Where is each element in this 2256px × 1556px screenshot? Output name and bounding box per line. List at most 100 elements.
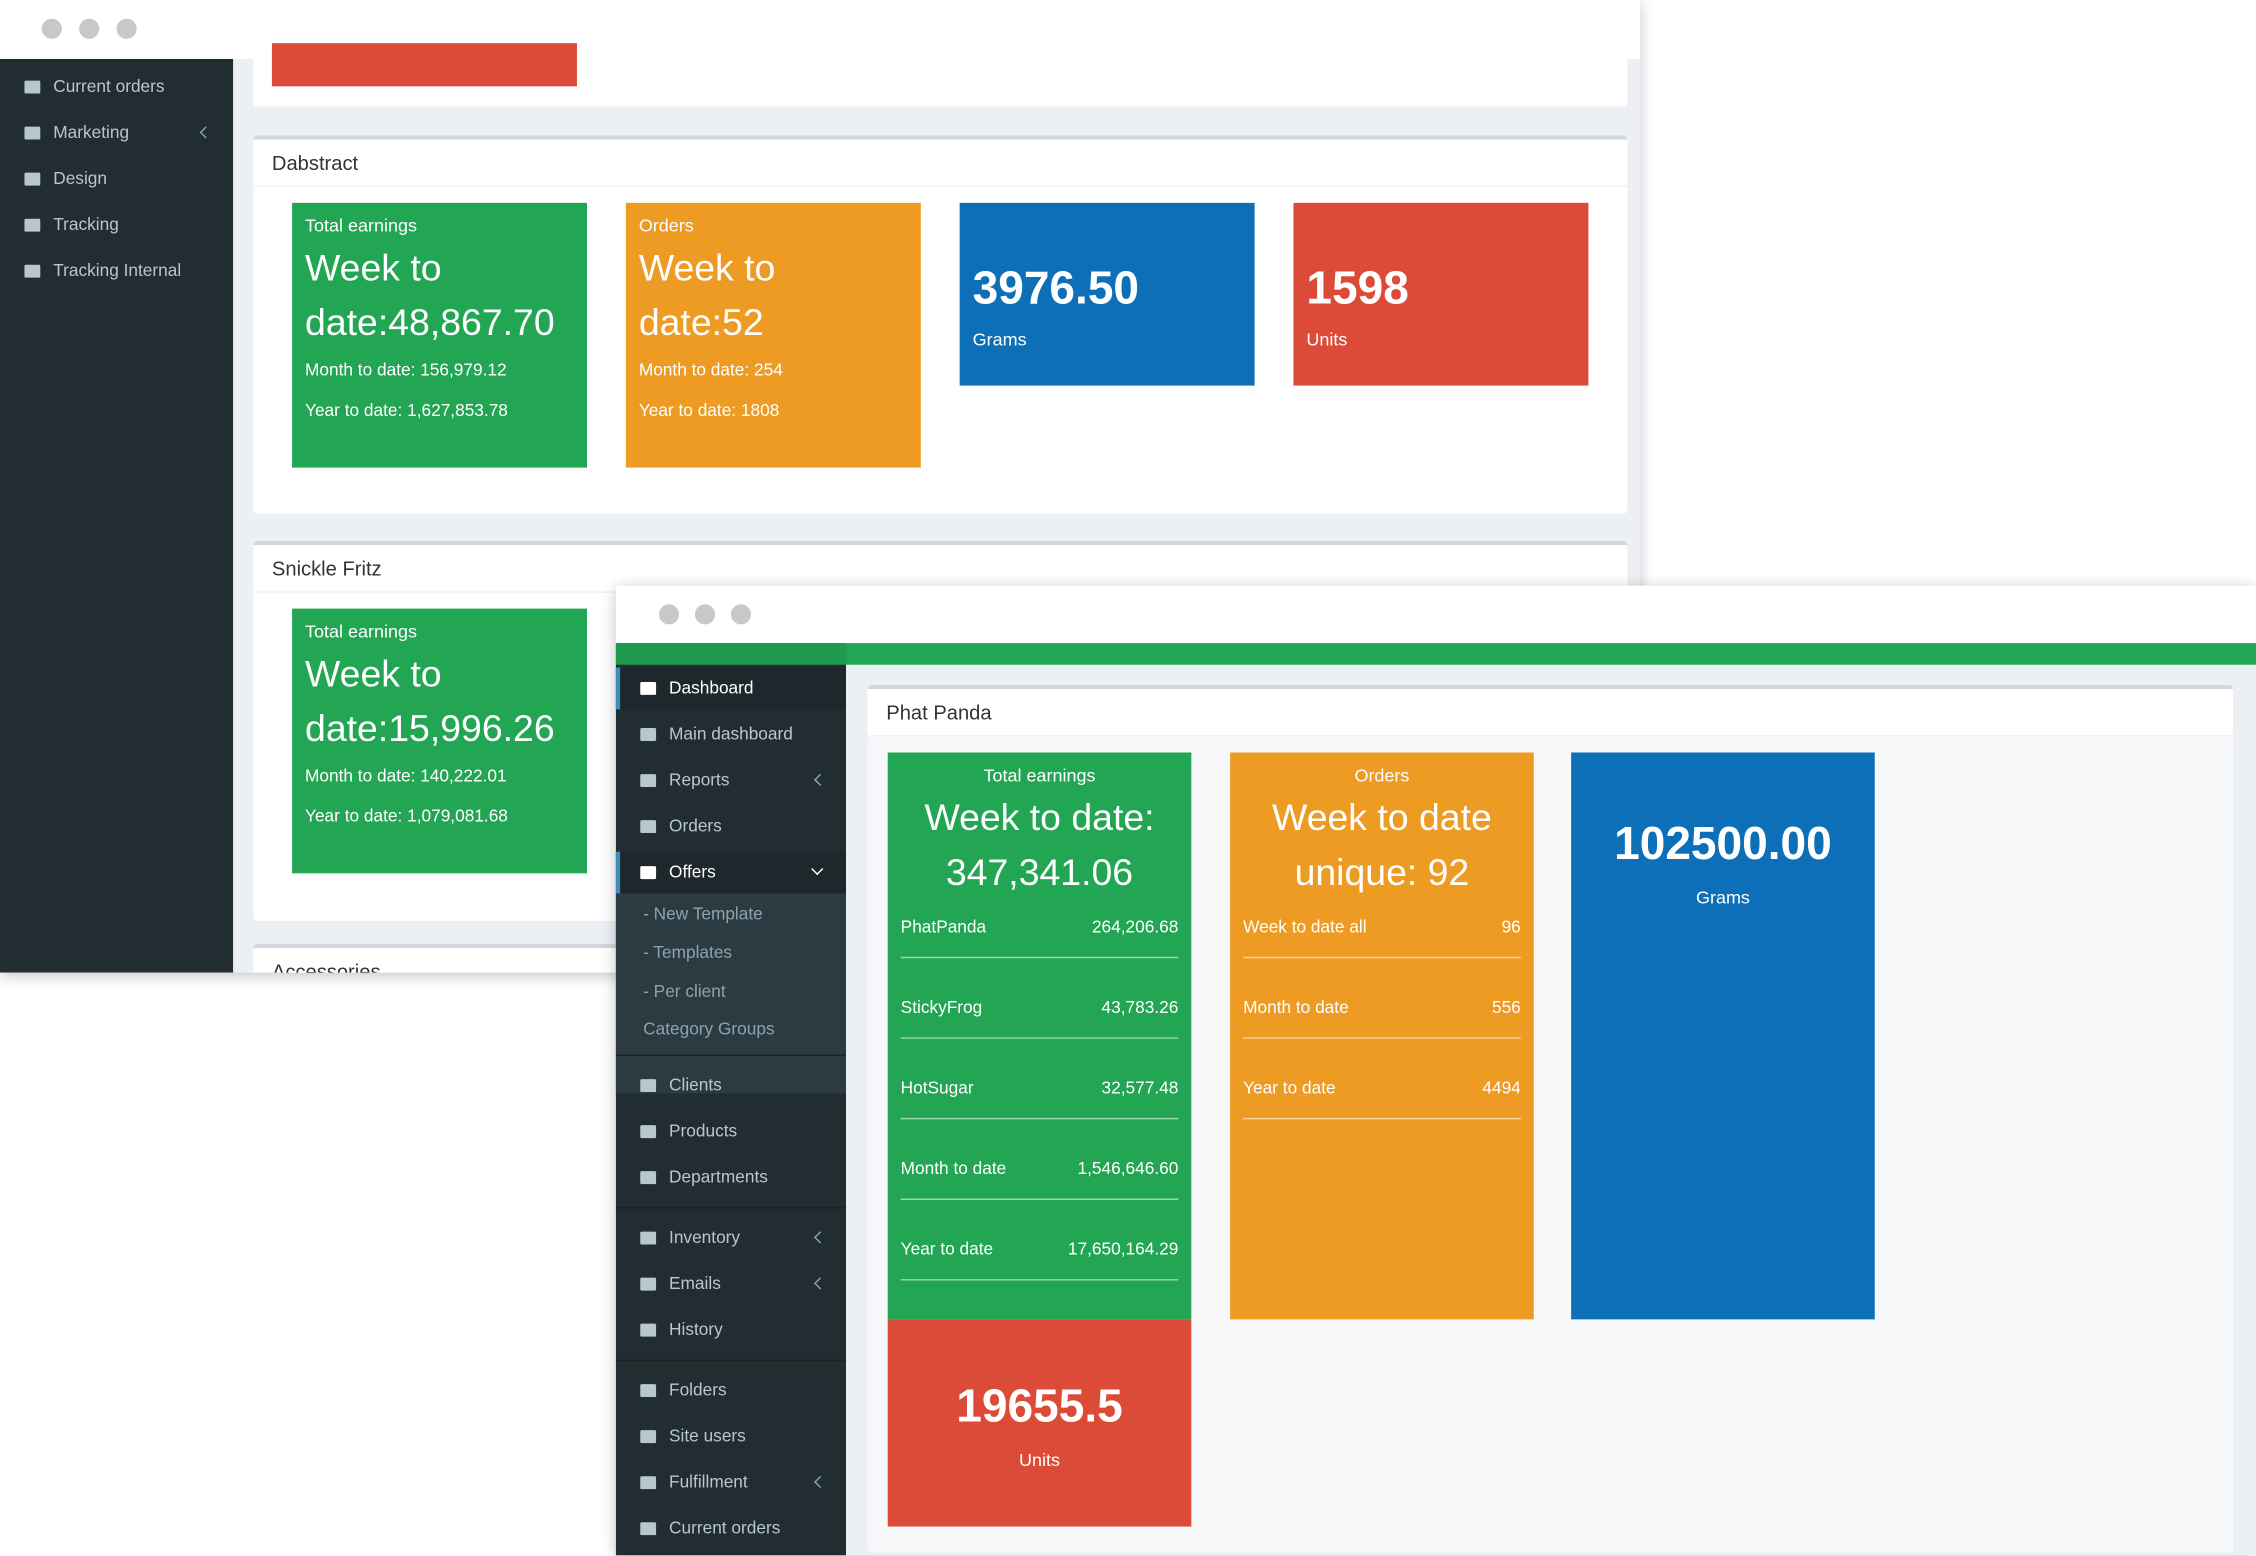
stat-tile: 1598 Units: [1293, 202, 1589, 386]
menu-icon: [640, 1079, 657, 1093]
row-value: 17,650,164.29: [1067, 1238, 1179, 1259]
tile-main: Week to date: 347,341.06: [924, 795, 1155, 894]
row-name: Week to date all: [1243, 916, 1367, 937]
menu-item[interactable]: Inventory: [669, 1227, 741, 1248]
menu-item[interactable]: Fulfillment: [669, 1471, 748, 1493]
section-title: Accessories: [253, 948, 1627, 973]
row-name: HotSugar: [900, 1077, 974, 1098]
menu-item[interactable]: Reports: [669, 769, 730, 790]
window-dot: [79, 18, 100, 39]
menu-item[interactable]: Site users: [669, 1425, 746, 1446]
red-bar: [271, 43, 577, 87]
tile-main: Week to date:52: [638, 246, 776, 344]
row-name: Month to date: [900, 1158, 1007, 1179]
section-title: Dabstract: [253, 140, 1628, 188]
menu-icon: [640, 1476, 657, 1490]
menu-icon: [640, 728, 657, 741]
menu-icon: [640, 681, 657, 695]
tile-row: Year to date 4494: [1243, 1078, 1521, 1120]
menu-item[interactable]: Design: [53, 168, 107, 189]
tile-main: Week to date:15,996.26: [305, 651, 555, 750]
tile-rows: Week to date all 96 Month to date 556 Year t…: [1243, 917, 1521, 1120]
stat-tile: Total earnings Week to date:15,996.26 Mont…: [292, 608, 588, 874]
menu-item[interactable]: Dashboard: [669, 677, 754, 698]
menu-item[interactable]: Main dashboard: [669, 723, 793, 744]
tile-label: Orders: [1354, 765, 1410, 786]
tile-row: Month to date 556: [1243, 997, 1521, 1039]
stat-tile: Orders Week to date unique: 92 Week to dat…: [1230, 752, 1534, 1320]
tile-row: HotSugar 32,577.48: [900, 1077, 1179, 1120]
menu-item[interactable]: Tracking Internal: [53, 260, 182, 281]
menu-icon: [24, 80, 41, 94]
window-dot: [658, 604, 680, 625]
menu-separator: [615, 1054, 847, 1057]
tile-line: Month to date: 156,979.12: [305, 359, 507, 380]
menu-icon: [24, 218, 41, 232]
row-value: 264,206.68: [1091, 916, 1179, 937]
menu-separator: [615, 1207, 847, 1209]
sidebar: Dashboard Main dashboard Reports Orders Offe…: [615, 643, 847, 1556]
menu-item[interactable]: Departments: [669, 1166, 768, 1187]
menu-separator: [615, 1359, 847, 1362]
menu-item[interactable]: Clients: [669, 1074, 722, 1095]
stat-tile: 102500.00 Grams: [1571, 752, 1875, 1320]
menu-icon: [640, 820, 657, 834]
menu-item[interactable]: - Templates: [643, 942, 733, 963]
menu-icon: [640, 1323, 657, 1337]
tile-main: Week to date:48,867.70: [305, 246, 555, 344]
menu-item[interactable]: - Per client: [643, 981, 726, 1002]
menu-icon: [24, 126, 41, 140]
menu-icon: [640, 1125, 657, 1139]
tile-rows: PhatPanda 264,206.68 StickyFrog 43,783.26 Ho…: [900, 916, 1179, 1281]
stat-tile: 3976.50 Grams: [959, 202, 1255, 386]
row-value: 96: [1501, 916, 1521, 937]
window-dot: [730, 604, 752, 625]
window-dot: [41, 18, 62, 39]
top-nav: [846, 643, 2256, 665]
stat-tile: Orders Week to date:52 Month to date: 254 Y…: [625, 202, 921, 468]
front-window: Dashboard Main dashboard Reports Orders Offe…: [615, 585, 2256, 1556]
window-dot: [116, 18, 137, 39]
stat-tile: 19655.5 Units: [887, 1319, 1192, 1527]
tile-label: Total earnings: [983, 765, 1096, 786]
tile-label: Units: [1019, 1450, 1060, 1471]
menu-icon: [24, 172, 41, 186]
row-value: 4494: [1482, 1077, 1521, 1098]
tile-value: 1598: [1306, 261, 1409, 314]
menu-item[interactable]: Orders: [669, 815, 722, 836]
menu-icon: [640, 1277, 657, 1291]
tile-row: PhatPanda 264,206.68: [900, 916, 1179, 959]
menu-item[interactable]: Products: [669, 1120, 738, 1141]
tile-label: Grams: [1695, 887, 1750, 908]
row-name: Month to date: [1243, 997, 1349, 1018]
menu-icon: [640, 866, 657, 880]
title-bar: [615, 585, 2256, 644]
menu-item[interactable]: Marketing: [53, 122, 130, 143]
row-name: Year to date: [900, 1238, 994, 1259]
tile-row: Year to date 17,650,164.29: [900, 1238, 1179, 1281]
tile-row: StickyFrog 43,783.26: [900, 997, 1179, 1039]
tile-line: Year to date: 1,627,853.78: [305, 399, 508, 421]
menu-icon: [640, 774, 657, 788]
menu-item[interactable]: Folders: [669, 1379, 727, 1400]
stat-tile: Total earnings Week to date:48,867.70 Mont…: [292, 202, 588, 468]
sidebar: Current orders Marketing Design Tracking Tra…: [0, 58, 234, 973]
tile-row: Month to date 1,546,646.60: [900, 1158, 1179, 1200]
tile-main: Week to date unique: 92: [1272, 795, 1492, 894]
tile-label: Units: [1306, 329, 1348, 350]
tile-label: Total earnings: [305, 621, 417, 642]
tile-label: Orders: [638, 215, 694, 236]
menu-item[interactable]: Current orders: [53, 76, 165, 97]
logo-strip: [615, 643, 847, 665]
menu-item[interactable]: Category Groups: [643, 1018, 775, 1039]
tile-line: Year to date: 1,079,081.68: [305, 805, 508, 826]
menu-item[interactable]: History: [669, 1319, 723, 1340]
menu-item[interactable]: Tracking: [53, 214, 119, 235]
menu-item[interactable]: - New Template: [643, 903, 763, 924]
menu-item[interactable]: Current orders: [669, 1517, 781, 1539]
tile-label: Grams: [972, 329, 1027, 350]
menu-item[interactable]: Offers: [669, 861, 716, 882]
menu-item[interactable]: Emails: [669, 1273, 721, 1294]
